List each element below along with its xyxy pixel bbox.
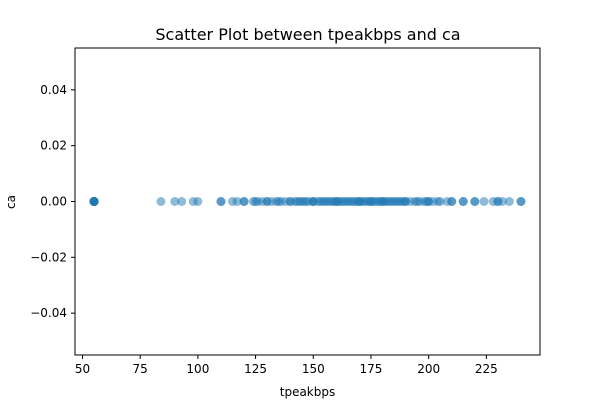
data-point	[516, 197, 526, 206]
data-point	[479, 197, 489, 206]
data-point	[89, 197, 99, 206]
x-tick-label: 225	[475, 362, 498, 376]
data-point	[470, 197, 480, 206]
x-tick-label: 50	[75, 362, 90, 376]
x-tick-label: 200	[417, 362, 440, 376]
data-point	[216, 197, 226, 206]
data-point	[498, 197, 507, 206]
data-point	[177, 197, 187, 206]
y-tick-label: 0.04	[40, 83, 67, 97]
points-layer	[89, 197, 526, 206]
data-point	[447, 197, 457, 206]
x-axis-ticks: 50 75 100 125 150 175 200 225	[75, 355, 498, 376]
x-tick-label: 75	[133, 362, 148, 376]
data-point	[193, 197, 203, 206]
chart-title: Scatter Plot between tpeakbps and ca	[155, 25, 460, 44]
y-tick-label: −0.02	[30, 250, 67, 264]
data-point	[239, 197, 249, 206]
x-tick-label: 125	[244, 362, 267, 376]
y-axis-label: ca	[4, 195, 18, 209]
data-point	[504, 197, 514, 206]
x-tick-label: 150	[302, 362, 325, 376]
x-axis-label: tpeakbps	[280, 385, 336, 399]
data-point	[435, 197, 445, 206]
plot-frame	[74, 47, 541, 356]
data-point	[170, 197, 180, 206]
x-tick-label: 175	[360, 362, 383, 376]
data-point	[232, 197, 242, 206]
y-axis-ticks: −0.04 −0.02 0.00 0.02 0.04	[30, 83, 75, 320]
x-tick-label: 100	[186, 362, 209, 376]
data-point	[156, 197, 166, 206]
y-tick-label: 0.02	[40, 139, 67, 153]
y-tick-label: −0.04	[30, 306, 67, 320]
data-point	[458, 197, 468, 206]
y-tick-label: 0.00	[40, 195, 67, 209]
